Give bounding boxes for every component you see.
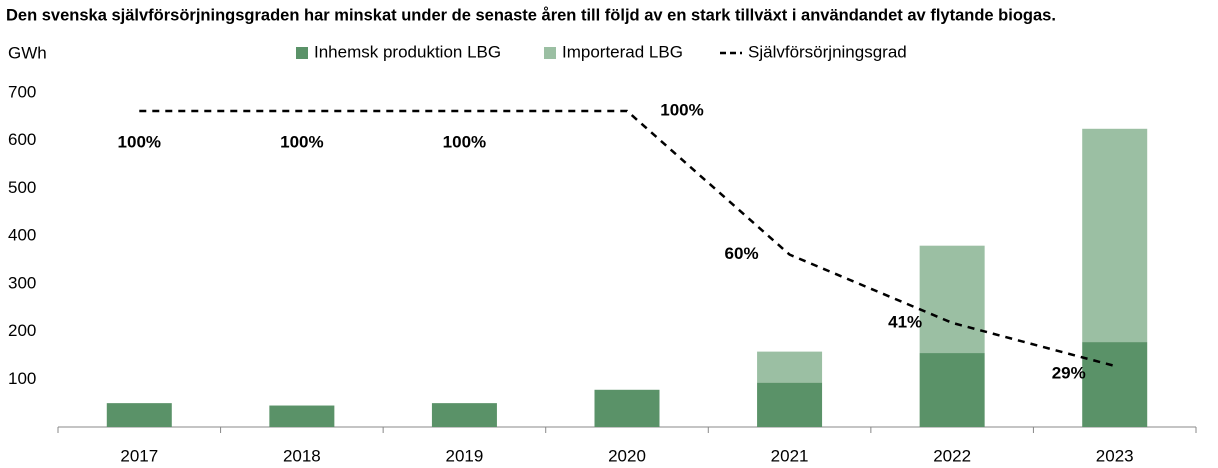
bar	[431, 403, 497, 427]
bar	[757, 351, 823, 383]
data-label: 100%	[118, 132, 161, 151]
data-label: 100%	[280, 132, 323, 151]
x-tick-label: 2017	[120, 446, 158, 465]
y-tick-label: 300	[8, 273, 36, 292]
bar	[1082, 342, 1148, 427]
y-tick-label: 200	[8, 321, 36, 340]
x-tick-label: 2022	[933, 446, 971, 465]
x-tick-label: 2019	[446, 446, 484, 465]
legend-swatch	[544, 47, 556, 59]
data-label: 29%	[1052, 363, 1086, 382]
bar	[106, 403, 172, 427]
bar	[919, 245, 985, 354]
bar	[757, 382, 823, 427]
bar	[594, 389, 660, 427]
data-label: 60%	[725, 244, 759, 263]
bar	[919, 353, 985, 427]
bar	[1082, 128, 1148, 343]
data-label: 41%	[888, 312, 922, 331]
y-axis-label: GWh	[8, 43, 47, 62]
y-tick-label: 600	[8, 130, 36, 149]
legend-label: Inhemsk produktion LBG	[314, 42, 501, 61]
data-label: 100%	[660, 100, 703, 119]
x-tick-label: 2023	[1096, 446, 1134, 465]
bar	[269, 405, 335, 427]
chart-title: Den svenska självförsörjningsgraden har …	[6, 6, 1056, 24]
x-tick-label: 2018	[283, 446, 321, 465]
y-tick-label: 400	[8, 226, 36, 245]
data-label: 100%	[443, 132, 486, 151]
y-tick-label: 700	[8, 82, 36, 101]
x-tick-label: 2020	[608, 446, 646, 465]
y-tick-label: 500	[8, 178, 36, 197]
legend-label: Självförsörjningsgrad	[748, 42, 907, 61]
legend-label: Importerad LBG	[562, 42, 683, 61]
y-tick-label: 100	[8, 369, 36, 388]
x-tick-label: 2021	[771, 446, 809, 465]
legend-swatch	[296, 47, 308, 59]
line	[139, 109, 1116, 368]
